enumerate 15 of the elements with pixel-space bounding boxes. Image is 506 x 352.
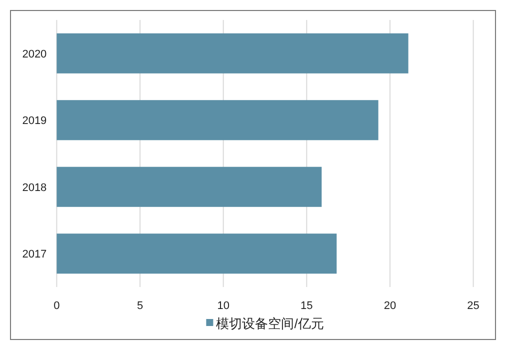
x-tick-label: 25 xyxy=(467,300,480,312)
x-tick-label: 20 xyxy=(384,300,396,312)
bar xyxy=(56,33,408,74)
bar xyxy=(56,100,378,140)
x-tick-label: 5 xyxy=(136,300,144,312)
x-tick-label: 15 xyxy=(300,300,313,312)
y-tick-label: 2017 xyxy=(22,248,47,261)
bar xyxy=(56,166,322,207)
bar xyxy=(56,234,337,274)
y-tick-label: 2019 xyxy=(22,115,47,128)
x-tick-label: 10 xyxy=(217,300,230,312)
y-tick-label: 2020 xyxy=(22,48,47,60)
legend-label: 模切设备空间/亿元 xyxy=(216,316,324,331)
y-tick-label: 2018 xyxy=(22,182,47,194)
x-tick-label: 0 xyxy=(54,300,60,312)
